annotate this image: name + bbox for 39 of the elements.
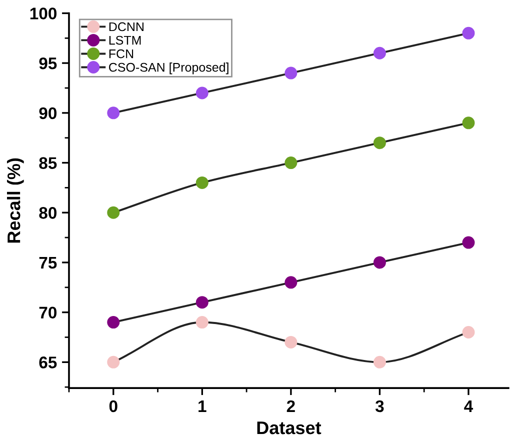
y-axis-title: Recall (%) xyxy=(6,158,24,243)
point xyxy=(284,276,298,289)
point xyxy=(107,356,120,368)
point xyxy=(373,356,386,368)
x-tick-label: 0 xyxy=(109,400,118,412)
legend-label: CSO-SAN [Proposed] xyxy=(109,62,228,74)
point xyxy=(107,206,120,219)
x-tick-label: 4 xyxy=(464,400,474,412)
point xyxy=(462,326,475,338)
legend-label: FCN xyxy=(109,49,134,58)
point xyxy=(373,136,386,150)
y-tick-label: 100 xyxy=(30,8,56,20)
point xyxy=(462,116,475,130)
y-tick-label: 70 xyxy=(39,306,56,319)
point xyxy=(196,316,208,329)
point xyxy=(284,156,298,170)
point xyxy=(196,86,208,100)
legend-label: LSTM xyxy=(109,36,141,45)
point xyxy=(196,296,208,309)
y-tick-label: 75 xyxy=(39,257,57,269)
point xyxy=(107,316,120,329)
y-tick-label: 95 xyxy=(39,57,57,70)
x-tick-label: 1 xyxy=(198,400,206,412)
x-tick-label: 3 xyxy=(375,400,384,412)
point xyxy=(462,236,475,249)
point xyxy=(284,336,298,348)
x-axis-title: Dataset xyxy=(257,422,322,434)
point xyxy=(373,256,386,269)
point xyxy=(196,176,208,189)
y-tick-label: 80 xyxy=(39,207,56,219)
point xyxy=(373,46,386,60)
y-tick-label: 85 xyxy=(39,157,57,169)
point xyxy=(284,66,298,80)
x-tick-label: 2 xyxy=(286,400,295,412)
y-tick-label: 90 xyxy=(39,107,56,120)
y-tick-label: 65 xyxy=(39,356,57,368)
legend-label: DCNN xyxy=(109,22,144,32)
point xyxy=(462,26,475,40)
point xyxy=(107,106,120,120)
